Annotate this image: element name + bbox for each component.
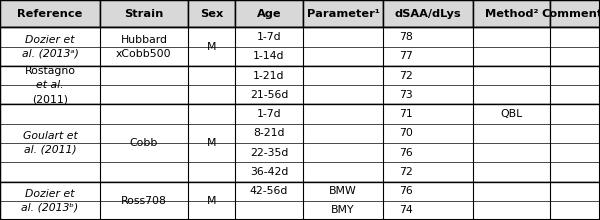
Text: dSAA/dLys: dSAA/dLys — [395, 9, 461, 19]
Text: 1-7d: 1-7d — [257, 109, 281, 119]
Text: M: M — [207, 196, 216, 206]
Bar — [383, 0, 473, 28]
Text: 73: 73 — [399, 90, 413, 100]
Text: 1-21d: 1-21d — [253, 71, 285, 81]
Text: 1-7d: 1-7d — [257, 32, 281, 42]
Text: 71: 71 — [399, 109, 413, 119]
Text: 76: 76 — [399, 186, 413, 196]
Text: Strain: Strain — [124, 9, 164, 19]
Text: et al.: et al. — [36, 80, 64, 90]
Text: xCobb500: xCobb500 — [116, 49, 172, 59]
Text: al. (2013ᵇ): al. (2013ᵇ) — [22, 203, 79, 213]
Text: 42-56d: 42-56d — [250, 186, 288, 196]
Text: Sex: Sex — [200, 9, 223, 19]
Bar — [0, 28, 600, 66]
Text: Dozier et: Dozier et — [25, 35, 75, 45]
Bar — [550, 0, 600, 28]
Text: Hubbard: Hubbard — [121, 35, 167, 45]
Bar — [303, 0, 383, 28]
Text: al. (2013ᵃ): al. (2013ᵃ) — [22, 49, 79, 59]
Text: 1-14d: 1-14d — [253, 51, 285, 61]
Text: Method²: Method² — [485, 9, 538, 19]
Bar — [235, 0, 303, 28]
Bar — [0, 66, 600, 104]
Text: 8-21d: 8-21d — [253, 128, 285, 138]
Bar — [100, 0, 188, 28]
Text: Comment³: Comment³ — [542, 9, 600, 19]
Text: 77: 77 — [399, 51, 413, 61]
Text: Rostagno: Rostagno — [25, 66, 76, 76]
Text: 76: 76 — [399, 148, 413, 158]
Bar — [0, 0, 100, 28]
Bar — [473, 0, 550, 28]
Bar — [188, 0, 235, 28]
Text: 21-56d: 21-56d — [250, 90, 288, 100]
Text: BMY: BMY — [331, 205, 355, 215]
Text: Parameter¹: Parameter¹ — [307, 9, 379, 19]
Text: M: M — [207, 42, 216, 52]
Text: BMW: BMW — [329, 186, 357, 196]
Text: Age: Age — [257, 9, 281, 19]
Bar — [0, 104, 600, 182]
Text: Goulart et: Goulart et — [23, 131, 77, 141]
Text: 70: 70 — [399, 128, 413, 138]
Text: (2011): (2011) — [32, 94, 68, 104]
Text: al. (2011): al. (2011) — [23, 145, 76, 155]
Text: 78: 78 — [399, 32, 413, 42]
Bar — [0, 182, 600, 220]
Text: M: M — [207, 138, 216, 148]
Text: Cobb: Cobb — [130, 138, 158, 148]
Text: Reference: Reference — [17, 9, 83, 19]
Text: Dozier et: Dozier et — [25, 189, 75, 199]
Text: 72: 72 — [399, 71, 413, 81]
Text: Ross708: Ross708 — [121, 196, 167, 206]
Text: 22-35d: 22-35d — [250, 148, 288, 158]
Text: 74: 74 — [399, 205, 413, 215]
Text: 72: 72 — [399, 167, 413, 177]
Text: 36-42d: 36-42d — [250, 167, 288, 177]
Text: QBL: QBL — [500, 109, 523, 119]
